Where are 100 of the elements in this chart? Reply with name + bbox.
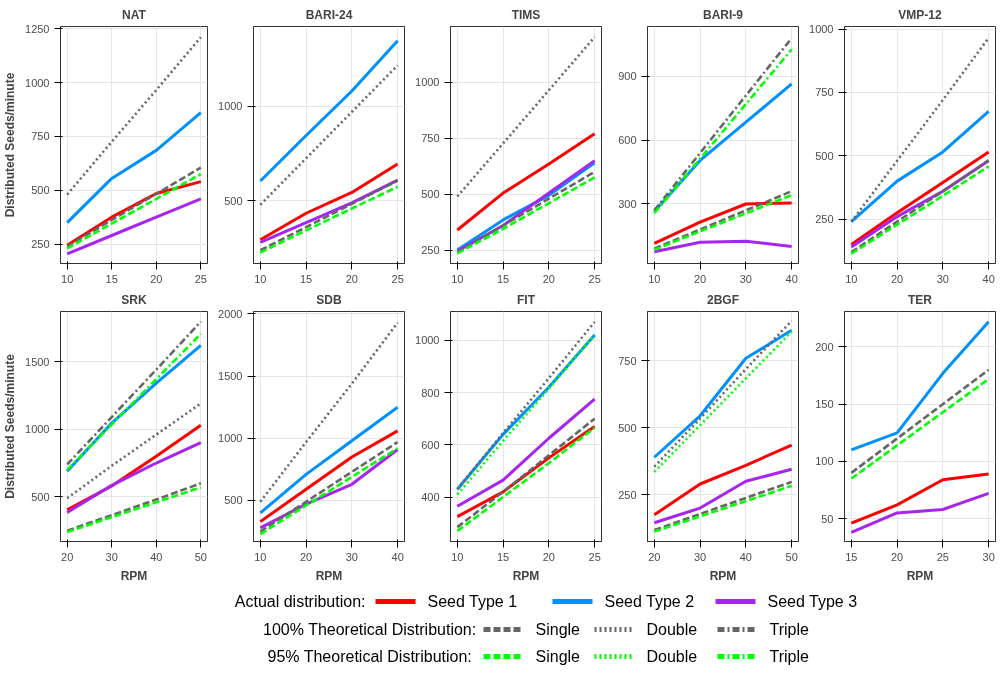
x-tick-label: 15 <box>497 550 510 563</box>
x-tick-label: 10 <box>648 272 661 285</box>
legend-label: Double <box>646 648 698 665</box>
line-series <box>258 39 400 183</box>
y-tick-label: 2000 <box>218 307 243 320</box>
y-tick-label: 1000 <box>25 423 50 436</box>
x-tick-label: 10 <box>254 272 267 285</box>
y-tick-label: 500 <box>618 421 637 434</box>
line-series <box>652 467 794 525</box>
legend-label: Seed Type 1 <box>427 593 518 610</box>
legend-label: Double <box>646 621 698 638</box>
x-axis-title: RPM <box>315 568 343 583</box>
line-series <box>455 132 597 232</box>
y-tick-label: 150 <box>815 398 834 411</box>
line-series <box>456 35 596 198</box>
y-tick-label: 100 <box>815 455 834 468</box>
line-series <box>65 441 203 514</box>
x-tick-label: 10 <box>451 272 464 285</box>
line-series <box>849 491 991 534</box>
y-tick-label: 250 <box>31 238 50 251</box>
line-series <box>259 321 399 504</box>
line-series <box>65 111 203 225</box>
x-tick-label: 30 <box>694 550 707 563</box>
x-tick-label: 20 <box>150 272 163 285</box>
x-tick-label: 30 <box>936 272 950 285</box>
x-tick-label: 20 <box>891 550 904 563</box>
legend-label: Triple <box>769 648 810 665</box>
y-tick-label: 500 <box>421 188 440 201</box>
x-tick-label: 25 <box>588 272 601 285</box>
x-tick-label: 20 <box>694 272 707 285</box>
text: 100% Theoretical Distribution: <box>263 621 477 638</box>
y-tick-label: 500 <box>224 494 243 507</box>
x-axis-title: RPM <box>120 568 148 583</box>
line-series <box>455 397 597 508</box>
x-tick-label: 25 <box>936 550 950 563</box>
y-tick-label: 500 <box>815 149 834 162</box>
y-tick-label: 1250 <box>25 22 50 35</box>
line-series <box>652 239 794 254</box>
x-tick-label: 40 <box>391 550 404 563</box>
x-tick-label: 10 <box>451 550 464 563</box>
y-tick-label: 300 <box>618 197 637 210</box>
x-tick-label: 20 <box>542 272 556 285</box>
chart-title: TER <box>908 292 933 307</box>
x-tick-label: 40 <box>739 550 753 563</box>
line-series <box>849 109 991 224</box>
y-tick-label: 50 <box>821 512 834 525</box>
text: Actual distribution: <box>234 593 366 610</box>
x-tick-label: 25 <box>391 272 404 285</box>
y-tick-label: 600 <box>421 438 440 451</box>
line-series <box>849 472 991 525</box>
y-tick-label: 500 <box>31 490 50 503</box>
legend-label: Triple <box>769 621 810 638</box>
x-tick-label: 25 <box>588 550 601 563</box>
x-tick-label: 50 <box>194 550 207 563</box>
y-tick-label: 250 <box>618 488 637 501</box>
y-tick-label: 800 <box>421 386 440 399</box>
y-tick-label: 500 <box>224 194 243 207</box>
chart-title: NAT <box>122 7 147 22</box>
text: 95% Theoretical Distribution: <box>267 648 472 665</box>
chart-title: FIT <box>517 292 536 307</box>
x-tick-label: 20 <box>61 550 74 563</box>
y-tick-label: 750 <box>421 132 440 145</box>
y-axis-title: Distributed Seeds/minute <box>3 72 18 218</box>
x-tick-label: 20 <box>891 272 904 285</box>
line-series <box>850 36 990 223</box>
line-series <box>65 197 203 256</box>
line-series <box>652 201 794 245</box>
x-tick-label: 10 <box>61 272 74 285</box>
line-series <box>259 64 399 207</box>
y-tick-label: 1000 <box>809 23 834 36</box>
line-series <box>652 443 794 517</box>
y-tick-label: 1000 <box>218 100 243 113</box>
line-series <box>65 35 203 196</box>
chart-title: 2BGF <box>707 292 740 307</box>
y-tick-label: 200 <box>815 340 834 353</box>
x-tick-label: 20 <box>542 550 556 563</box>
line-series <box>65 402 203 500</box>
x-tick-label: 15 <box>497 272 510 285</box>
legend-label: Single <box>535 621 581 638</box>
x-tick-label: 50 <box>785 550 798 563</box>
line-series <box>258 405 400 515</box>
x-tick-label: 10 <box>845 272 858 285</box>
x-tick-label: 15 <box>300 272 313 285</box>
y-tick-label: 400 <box>421 491 440 504</box>
chart-title: SRK <box>121 292 147 307</box>
chart-title: SDB <box>316 292 342 307</box>
x-tick-label: 40 <box>982 272 995 285</box>
x-tick-label: 40 <box>785 272 798 285</box>
x-tick-label: 10 <box>254 550 267 563</box>
y-tick-label: 250 <box>815 213 834 226</box>
y-tick-label: 500 <box>31 184 50 197</box>
x-tick-label: 20 <box>345 272 359 285</box>
y-tick-label: 1000 <box>415 76 440 89</box>
line-series <box>258 429 400 524</box>
x-tick-label: 15 <box>105 272 118 285</box>
y-tick-label: 1000 <box>25 76 50 89</box>
y-tick-label: 1000 <box>415 334 440 347</box>
y-tick-label: 750 <box>815 86 834 99</box>
y-tick-label: 750 <box>618 354 637 367</box>
x-tick-label: 25 <box>194 272 207 285</box>
